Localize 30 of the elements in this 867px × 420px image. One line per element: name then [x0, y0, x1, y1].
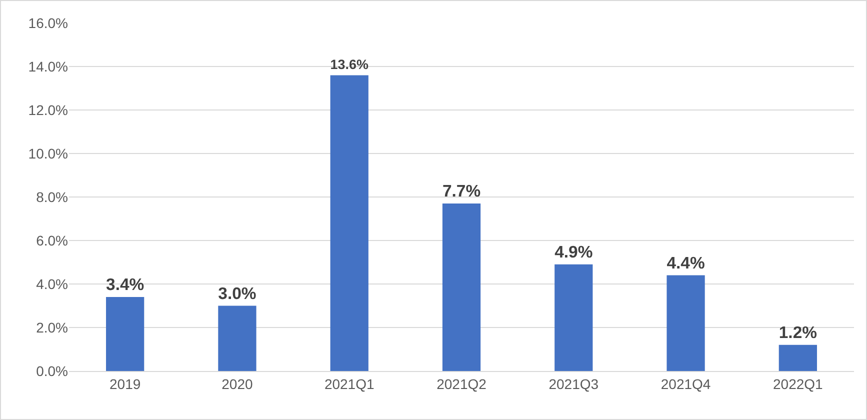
bar: [442, 204, 481, 371]
data-label: 4.9%: [554, 242, 593, 262]
bar: [554, 264, 593, 371]
x-tick-label: 2021Q3: [548, 376, 599, 392]
y-tick-label: 2.0%: [36, 319, 68, 336]
y-tick-label: 0.0%: [36, 362, 68, 379]
bar: [778, 344, 817, 371]
y-tick-label: 10.0%: [28, 145, 68, 162]
x-tick-label: 2021Q1: [324, 376, 374, 392]
y-tick-label: 6.0%: [36, 232, 68, 248]
bar: [330, 75, 368, 371]
y-tick-label: 8.0%: [36, 188, 68, 205]
data-label: 4.4%: [666, 253, 705, 272]
bar: [666, 275, 705, 371]
x-tick-label: 2021Q4: [660, 376, 711, 392]
y-tick-label: 4.0%: [36, 276, 68, 292]
data-label: 7.7%: [442, 182, 481, 201]
data-label: 13.6%: [330, 57, 368, 72]
y-tick-label: 14.0%: [28, 58, 68, 74]
data-label: 1.2%: [778, 322, 818, 342]
data-label: 3.0%: [218, 284, 256, 303]
bar: [106, 297, 144, 371]
x-tick-label: 2022Q1: [773, 376, 824, 392]
x-tick-label: 2021Q2: [436, 376, 487, 392]
bar: [218, 306, 256, 371]
y-tick-label: 12.0%: [28, 102, 68, 118]
x-tick-label: 2019: [109, 376, 141, 392]
y-tick-label: 16.0%: [28, 14, 68, 31]
data-label: 3.4%: [106, 275, 144, 294]
x-tick-label: 2020: [222, 376, 253, 392]
